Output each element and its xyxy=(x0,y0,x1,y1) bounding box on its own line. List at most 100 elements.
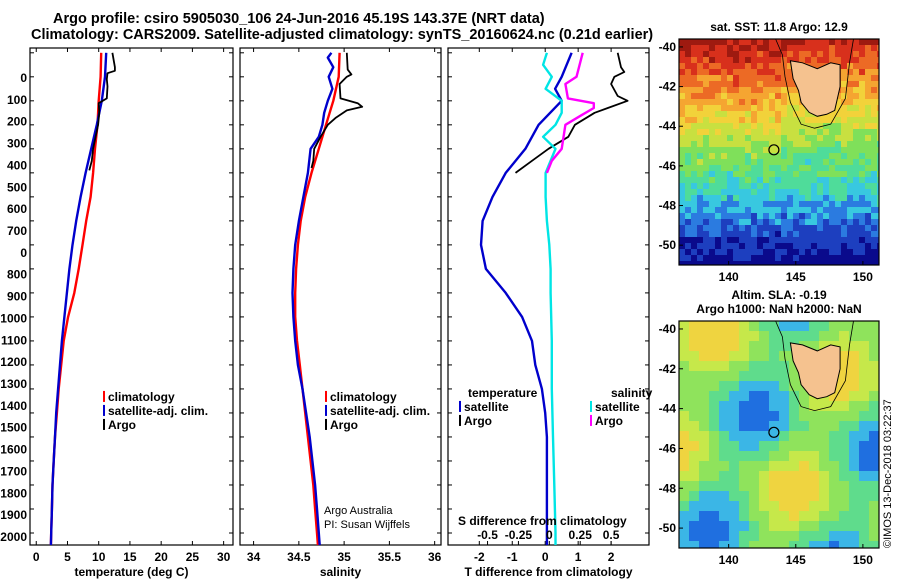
map-pixel xyxy=(839,331,850,342)
map-pixel xyxy=(699,471,710,482)
map-pixel xyxy=(871,243,878,250)
map-pixel xyxy=(733,87,740,94)
map-pixel xyxy=(739,249,746,256)
map-pixel xyxy=(685,117,692,124)
map-pixel xyxy=(679,105,686,112)
map-pixel xyxy=(817,147,824,154)
map-pixel xyxy=(829,541,840,548)
map-pixel xyxy=(689,381,700,392)
map-pixel xyxy=(733,249,740,256)
map-pixel xyxy=(853,171,860,178)
map-pixel xyxy=(869,541,879,548)
map-pixel xyxy=(709,147,716,154)
map-pixel xyxy=(789,461,800,472)
map-pixel xyxy=(699,371,710,382)
map-pixel xyxy=(823,225,830,232)
map-pixel xyxy=(691,183,698,190)
map-pixel xyxy=(749,361,760,372)
map-pixel xyxy=(859,361,870,372)
map-pixel xyxy=(733,99,740,106)
map-pixel xyxy=(835,195,842,202)
map-pixel xyxy=(829,39,836,46)
map-pixel xyxy=(835,111,842,118)
map-pixel xyxy=(757,45,764,52)
x-tick-label: -2 xyxy=(474,550,485,564)
map-pixel xyxy=(805,45,812,52)
map-pixel xyxy=(853,213,860,220)
map-pixel xyxy=(685,183,692,190)
map-pixel xyxy=(733,243,740,250)
map-pixel xyxy=(793,165,800,172)
map-pixel xyxy=(847,87,854,94)
legend-header-salinity: salinity xyxy=(611,386,653,400)
map-pixel xyxy=(847,177,854,184)
map-pixel xyxy=(703,183,710,190)
map-pixel xyxy=(811,177,818,184)
map-pixel xyxy=(787,153,794,160)
map-pixel xyxy=(709,51,716,58)
map-pixel xyxy=(679,441,690,452)
map-pixel xyxy=(853,57,860,64)
map-pixel xyxy=(697,177,704,184)
map-pixel xyxy=(709,225,716,232)
map-pixel xyxy=(841,195,848,202)
map-pixel xyxy=(823,219,830,226)
map-pixel xyxy=(817,237,824,244)
map-pixel xyxy=(727,177,734,184)
map-pixel xyxy=(829,147,836,154)
map-pixel xyxy=(849,321,860,332)
map-pixel xyxy=(679,51,686,58)
map-pixel xyxy=(805,129,812,136)
map-pixel xyxy=(799,255,806,262)
map-pixel xyxy=(715,45,722,52)
map-pixel xyxy=(865,195,872,202)
map-pixel xyxy=(769,111,776,118)
depth-tick-label: 0 xyxy=(20,71,27,85)
map-pixel xyxy=(733,75,740,82)
map-pixel xyxy=(829,441,840,452)
map-pixel xyxy=(811,45,818,52)
map-pixel xyxy=(709,261,716,265)
map-pixel xyxy=(781,93,788,100)
map-pixel xyxy=(733,141,740,148)
map-pixel xyxy=(769,93,776,100)
map-pixel xyxy=(729,391,740,402)
map-pixel xyxy=(745,135,752,142)
map-pixel xyxy=(779,351,790,362)
map-pixel xyxy=(789,431,800,442)
map-pixel xyxy=(709,361,720,372)
map-pixel xyxy=(865,243,872,250)
map-pixel xyxy=(751,39,758,46)
map-pixel xyxy=(823,249,830,256)
map-pixel xyxy=(721,153,728,160)
map-pixel xyxy=(823,183,830,190)
map-pixel xyxy=(847,111,854,118)
map-pixel xyxy=(789,421,800,432)
map-pixel xyxy=(763,189,770,196)
legend-label: Argo xyxy=(595,414,623,428)
map-pixel xyxy=(829,201,836,208)
map-pixel xyxy=(829,129,836,136)
top-axis-tick-label: 0 xyxy=(546,528,553,542)
map-pixel xyxy=(691,135,698,142)
map-pixel xyxy=(839,431,850,442)
map-pixel xyxy=(823,123,830,130)
map-pixel xyxy=(799,195,806,202)
map-pixel xyxy=(853,207,860,214)
map-pixel xyxy=(871,93,878,100)
map-pixel xyxy=(759,451,770,462)
map-pixel xyxy=(689,521,700,532)
map-pixel xyxy=(709,451,720,462)
map-pixel xyxy=(733,231,740,238)
map-pixel xyxy=(877,63,879,70)
map-pixel xyxy=(817,177,824,184)
map-pixel xyxy=(769,201,776,208)
map-pixel xyxy=(727,57,734,64)
map-pixel xyxy=(691,219,698,226)
map-pixel xyxy=(757,147,764,154)
map-pixel xyxy=(703,93,710,100)
map-pixel xyxy=(769,431,780,442)
map-pixel xyxy=(781,51,788,58)
map-pixel xyxy=(685,81,692,88)
map-pixel xyxy=(869,351,879,362)
